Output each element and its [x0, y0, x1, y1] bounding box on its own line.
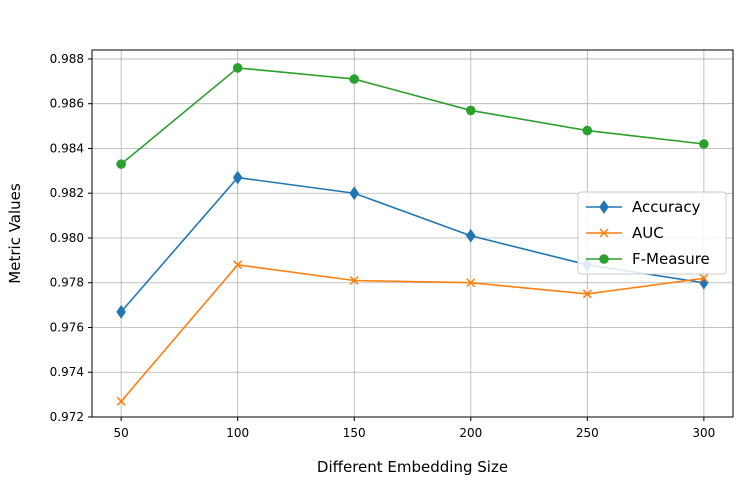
- y-tick-label: 0.974: [50, 365, 84, 379]
- data-point-auc-stroke: [699, 273, 709, 283]
- y-tick-label: 0.972: [50, 410, 84, 424]
- legend-marker-f-measure: [599, 254, 609, 264]
- series-f-measure: [116, 63, 709, 169]
- legend-box: [577, 191, 727, 275]
- data-point-f-measure: [232, 63, 243, 73]
- y-tick-label: 0.988: [50, 52, 84, 66]
- data-point-auc: [116, 396, 126, 406]
- x-tick-label: 250: [576, 426, 599, 440]
- data-point-accuracy: [349, 186, 360, 201]
- axes-layer: 50 100 150 200 250 300 0.972 0.974 0.976 0.978 0.9…: [50, 49, 734, 440]
- y-tick-label: 0.976: [50, 320, 84, 334]
- y-tick-label: 0.986: [50, 97, 84, 111]
- data-point-f-measure: [116, 159, 126, 169]
- x-axis-label: Different Embedding Size: [317, 458, 508, 476]
- legend-item-f-measure: F-Measure: [586, 250, 710, 268]
- data-point-auc-stroke: [349, 275, 359, 286]
- x-tick-label: 150: [343, 426, 366, 440]
- data-point-f-measure: [699, 139, 709, 149]
- data-point-auc: [582, 289, 592, 299]
- data-point-auc-stroke: [582, 289, 592, 299]
- series-layer: [116, 63, 709, 406]
- data-point-auc: [349, 275, 359, 286]
- data-point-auc: [699, 273, 709, 283]
- legend-item-auc: AUC: [586, 224, 664, 242]
- data-point-f-measure: [582, 125, 593, 136]
- y-tick-label: 0.978: [50, 276, 84, 290]
- data-point-auc: [233, 260, 243, 270]
- plot-frame: [91, 49, 734, 418]
- data-point-f-measure: [465, 105, 476, 116]
- data-point-accuracy: [116, 304, 126, 319]
- y-axis-label: Metric Values: [6, 183, 24, 284]
- y-tick-label: 0.984: [50, 141, 84, 155]
- x-tick-label: 300: [692, 426, 715, 440]
- legend-marker-accuracy: [599, 200, 609, 214]
- series-auc: [116, 260, 709, 406]
- legend-label-accuracy: Accuracy: [632, 198, 701, 216]
- series-line-auc: [120, 263, 704, 402]
- data-point-auc-stroke: [466, 278, 476, 288]
- y-tick-label: 0.980: [50, 231, 84, 245]
- legend-label-f-measure: F-Measure: [632, 250, 710, 268]
- data-point-auc-stroke: [116, 396, 126, 406]
- data-point-accuracy: [465, 228, 476, 243]
- x-tick-label: 50: [113, 426, 128, 440]
- legend-label-auc: AUC: [632, 224, 664, 242]
- y-tick-label: 0.982: [50, 186, 84, 200]
- data-point-f-measure: [349, 74, 360, 84]
- legend-marker-auc: [599, 228, 609, 238]
- x-tick-label: 200: [459, 426, 482, 440]
- data-point-auc-stroke: [233, 260, 243, 270]
- legend-item-accuracy: Accuracy: [586, 198, 701, 216]
- data-point-auc: [466, 278, 476, 288]
- legend: Accuracy AUC F-Measure: [577, 191, 727, 275]
- legend-marker-auc-stroke: [599, 228, 609, 238]
- x-tick-label: 100: [226, 426, 249, 440]
- data-point-accuracy: [232, 170, 243, 185]
- series-line-f-measure: [120, 67, 704, 165]
